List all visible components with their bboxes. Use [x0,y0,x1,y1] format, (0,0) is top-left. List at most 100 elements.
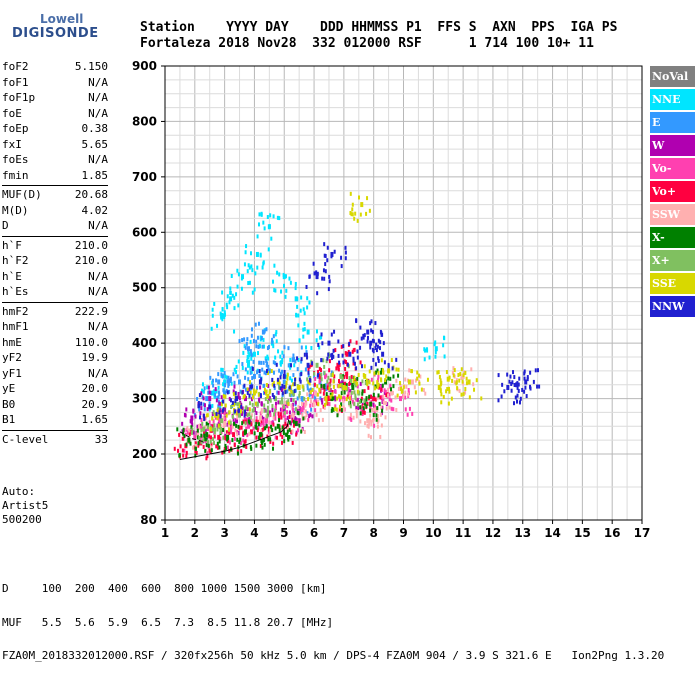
data-point [267,437,270,442]
param-value: N/A [88,320,108,333]
data-point [248,353,251,358]
data-point [259,385,262,390]
data-point [228,396,231,401]
data-point [206,425,209,430]
data-point [269,439,272,444]
data-point [203,407,206,412]
data-point [234,401,237,406]
data-point [289,357,292,362]
data-point [271,428,274,433]
data-point [369,340,373,346]
data-point [265,368,268,373]
data-point [440,380,443,385]
data-point [468,395,471,400]
data-point [270,424,273,429]
data-point [251,268,254,273]
data-point [222,399,225,404]
data-point [373,386,376,391]
data-point [303,429,306,434]
data-point [286,389,289,394]
data-point [202,438,205,443]
data-point [371,338,374,343]
data-point [439,389,442,394]
data-point [342,360,345,365]
param-name: B1 [2,413,16,426]
data-point [218,420,221,425]
data-point [367,379,370,384]
data-point [330,396,334,402]
data-point [286,376,289,381]
data-point [306,362,310,368]
data-point [344,359,347,364]
data-point [364,381,367,386]
data-point [224,433,227,438]
data-point [281,350,284,355]
data-point [266,215,269,220]
data-point [266,394,269,399]
data-point [309,399,312,404]
data-point [523,376,526,381]
data-point [226,422,229,427]
data-point [262,416,265,421]
data-point [334,395,337,400]
data-point [251,366,254,371]
data-point [379,340,382,345]
data-point [231,414,234,419]
data-point [206,385,209,390]
data-point [263,370,266,375]
data-point [405,384,408,389]
data-point [241,390,244,395]
data-point [222,435,225,440]
data-point [349,392,352,397]
data-point [266,371,269,376]
data-point [475,378,478,383]
data-point [452,366,455,371]
data-point [373,409,376,414]
data-point [198,403,201,408]
data-point [246,346,250,352]
data-point [245,405,248,410]
lowell-digisonde-logo: Lowell DIGISONDE [2,8,98,44]
data-point [178,453,181,458]
data-point [284,294,287,299]
data-point [242,430,245,435]
data-point [237,424,240,429]
data-point [419,374,422,379]
data-point [395,408,398,413]
data-point [286,432,289,437]
data-point [271,377,274,382]
series-ssw [186,366,475,453]
data-point [281,369,284,374]
data-point [295,417,298,422]
data-point [282,405,285,410]
data-point [274,435,277,440]
data-point [315,338,318,343]
data-point [497,373,500,378]
param-row: foE N/A [2,106,108,122]
data-point [455,378,458,383]
param-name: yE [2,382,16,395]
data-point [271,407,274,412]
data-point [260,336,263,341]
data-point [248,393,251,398]
data-point [251,402,254,407]
data-point [200,440,203,445]
data-point [341,353,344,358]
data-point [306,377,309,382]
data-point [237,409,240,414]
data-point [290,378,293,383]
param-value: 20.0 [81,382,109,395]
data-point [240,449,243,454]
data-point [258,373,261,378]
data-point [271,337,274,342]
data-point [345,351,349,357]
data-point [259,335,262,340]
data-point [304,409,307,414]
data-point [374,321,377,326]
data-point [214,427,217,432]
data-point [351,202,354,207]
data-point [204,416,207,421]
data-point [326,385,329,390]
data-point [274,416,277,421]
data-point [268,410,271,415]
